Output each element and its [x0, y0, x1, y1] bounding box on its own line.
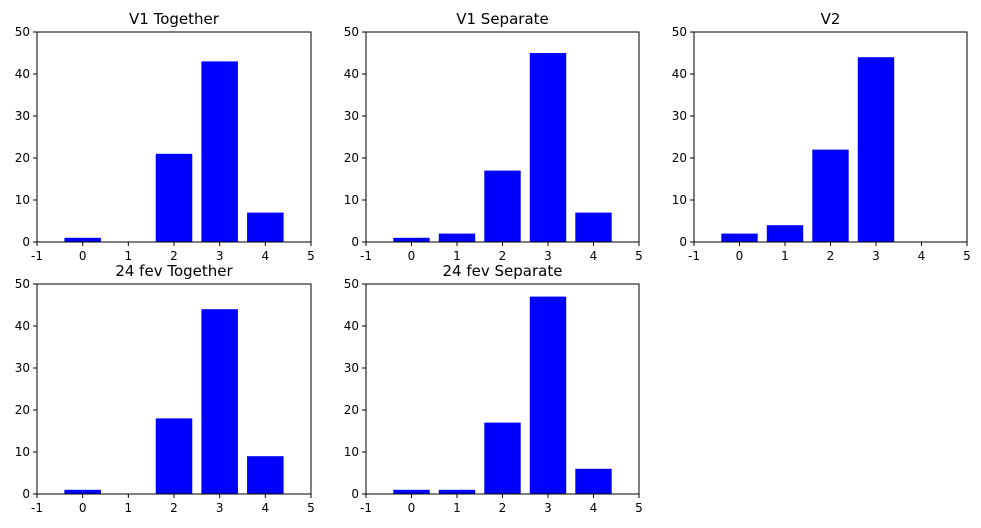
x-tick-label: 1	[781, 249, 789, 263]
bar	[529, 296, 567, 494]
y-tick-label: 10	[672, 193, 687, 207]
x-tick-label: 1	[125, 249, 133, 263]
bar	[155, 153, 193, 242]
bar	[721, 233, 758, 242]
x-tick-label: 3	[216, 501, 224, 515]
x-tick-label: 5	[963, 249, 971, 263]
y-tick-label: 20	[344, 403, 359, 417]
y-tick-label: 0	[22, 235, 30, 249]
y-tick-label: 20	[15, 403, 30, 417]
x-tick-label: 3	[544, 501, 552, 515]
x-tick-label: 3	[544, 249, 552, 263]
x-tick-label: 0	[408, 249, 416, 263]
x-tick-label: 0	[79, 249, 87, 263]
y-tick-label: 50	[344, 25, 359, 39]
x-tick-label: 2	[499, 249, 507, 263]
y-tick-label: 0	[351, 235, 359, 249]
y-tick-label: 10	[15, 445, 30, 459]
bar	[201, 61, 238, 243]
x-tick-label: 2	[499, 501, 507, 515]
chart-title: V1 Together	[129, 10, 220, 28]
y-tick-label: 0	[22, 487, 30, 501]
y-tick-label: 30	[15, 361, 30, 375]
y-tick-label: 50	[672, 25, 687, 39]
x-tick-label: 3	[872, 249, 880, 263]
bar	[857, 57, 895, 243]
y-tick-label: 30	[15, 109, 30, 123]
bar	[812, 149, 849, 242]
y-tick-label: 10	[344, 445, 359, 459]
x-tick-label: 4	[918, 249, 926, 263]
x-tick-label: -1	[360, 249, 372, 263]
bar	[484, 170, 521, 242]
x-tick-label: 2	[827, 249, 835, 263]
x-tick-label: 1	[125, 501, 133, 515]
bar	[438, 233, 476, 242]
bar	[393, 489, 430, 494]
chart-title: 24 fev Separate	[443, 262, 563, 280]
y-tick-label: 40	[15, 67, 30, 81]
x-tick-label: 2	[170, 501, 178, 515]
bar	[247, 456, 284, 494]
x-tick-label: 0	[736, 249, 744, 263]
y-tick-label: 20	[672, 151, 687, 165]
bar	[155, 418, 193, 494]
bar	[64, 237, 101, 242]
y-tick-label: 40	[344, 319, 359, 333]
y-tick-label: 50	[15, 277, 30, 291]
x-tick-label: 5	[307, 249, 315, 263]
y-tick-label: 30	[672, 109, 687, 123]
x-tick-label: -1	[360, 501, 372, 515]
y-tick-label: 50	[344, 277, 359, 291]
x-tick-label: 0	[79, 501, 87, 515]
y-tick-label: 50	[15, 25, 30, 39]
x-tick-label: 4	[590, 249, 598, 263]
bar	[484, 422, 521, 494]
bar	[766, 225, 804, 242]
x-tick-label: 1	[453, 249, 461, 263]
x-tick-label: 4	[262, 501, 270, 515]
y-tick-label: 10	[15, 193, 30, 207]
x-tick-label: 4	[262, 249, 270, 263]
y-tick-label: 20	[15, 151, 30, 165]
x-tick-label: -1	[688, 249, 700, 263]
x-tick-label: 1	[453, 501, 461, 515]
y-tick-label: 20	[344, 151, 359, 165]
chart-title: 24 fev Together	[115, 262, 233, 280]
y-tick-label: 10	[344, 193, 359, 207]
y-tick-label: 30	[344, 109, 359, 123]
x-tick-label: -1	[31, 249, 43, 263]
y-tick-label: 40	[344, 67, 359, 81]
x-tick-label: 5	[635, 249, 643, 263]
y-tick-label: 0	[351, 487, 359, 501]
bar	[575, 468, 612, 494]
x-tick-label: -1	[31, 501, 43, 515]
bar	[575, 212, 612, 242]
x-tick-label: 2	[170, 249, 178, 263]
y-tick-label: 30	[344, 361, 359, 375]
bar	[64, 489, 101, 494]
x-tick-label: 0	[408, 501, 416, 515]
bar	[529, 53, 567, 242]
x-tick-label: 4	[590, 501, 598, 515]
chart-title: V1 Separate	[456, 10, 549, 28]
x-tick-label: 5	[307, 501, 315, 515]
bar	[247, 212, 284, 242]
bar	[438, 489, 476, 494]
x-tick-label: 3	[216, 249, 224, 263]
y-tick-label: 0	[679, 235, 687, 249]
bar	[201, 309, 238, 494]
bar	[393, 237, 430, 242]
y-tick-label: 40	[672, 67, 687, 81]
y-tick-label: 40	[15, 319, 30, 333]
x-tick-label: 5	[635, 501, 643, 515]
chart-title: V2	[821, 10, 841, 28]
